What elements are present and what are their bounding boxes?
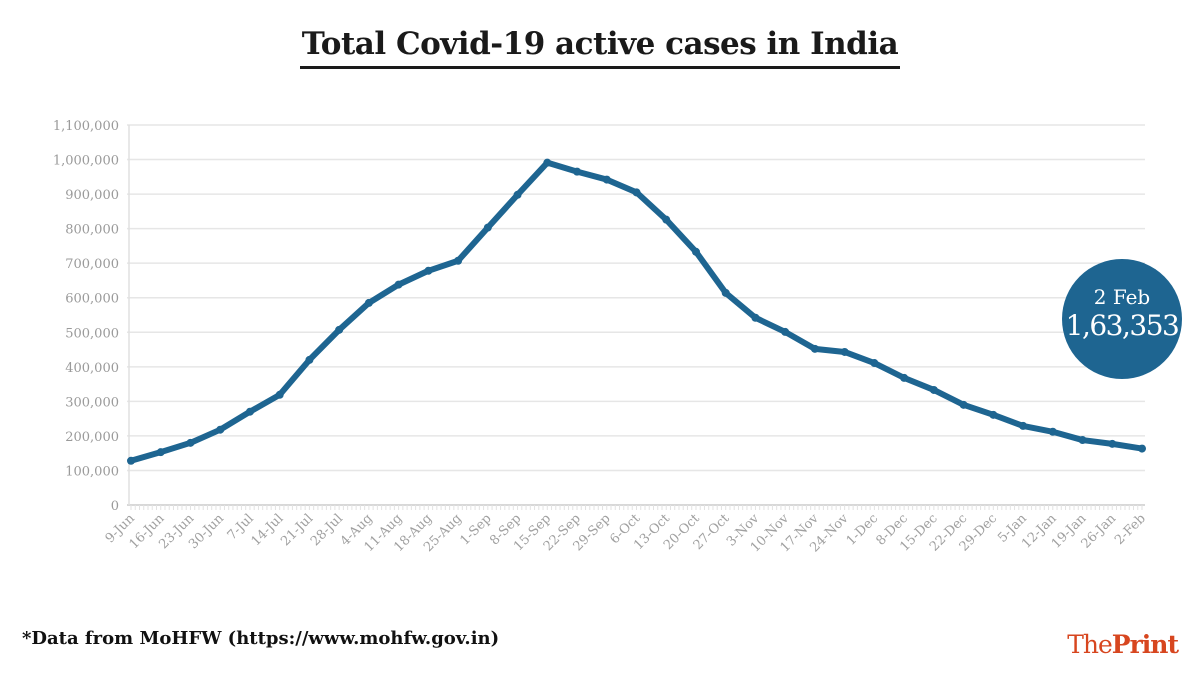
data-point — [810, 344, 819, 353]
y-tick-label: 100,000 — [65, 464, 119, 479]
data-point — [364, 298, 373, 307]
callout-value: 1,63,353 — [1065, 309, 1180, 342]
x-tick-label: 2-Feb — [1112, 511, 1149, 548]
data-point — [1078, 436, 1087, 445]
data-point — [989, 410, 998, 419]
data-point — [959, 400, 968, 409]
data-point — [632, 188, 641, 197]
data-point — [781, 327, 790, 336]
data-point — [929, 385, 938, 394]
data-point — [662, 215, 671, 224]
theprint-logo: ThePrint — [1067, 630, 1179, 659]
data-point — [394, 280, 403, 289]
y-tick-label: 900,000 — [65, 188, 119, 203]
y-tick-label: 1,000,000 — [53, 154, 119, 169]
data-point — [1019, 421, 1028, 430]
data-point — [245, 407, 254, 416]
data-point — [424, 266, 433, 275]
y-tick-label: 700,000 — [65, 257, 119, 272]
data-point — [751, 313, 760, 322]
data-point — [156, 448, 165, 457]
data-point — [840, 347, 849, 356]
x-tick-label: 1-Sep — [457, 511, 494, 548]
data-point — [127, 456, 135, 465]
x-tick-label: 14-Jul — [249, 511, 287, 549]
source-footnote: *Data from MoHFW (https://www.mohfw.gov.… — [22, 628, 500, 649]
data-point — [275, 390, 284, 399]
data-point — [870, 359, 879, 368]
data-point — [335, 325, 344, 334]
y-tick-label: 1,100,000 — [53, 119, 119, 134]
data-point — [216, 425, 225, 434]
y-tick-label: 800,000 — [65, 223, 119, 238]
x-tick-label: 26-Jan — [1079, 511, 1120, 552]
y-tick-label: 500,000 — [65, 326, 119, 341]
data-point — [305, 355, 314, 364]
latest-value-callout: 2 Feb 1,63,353 — [1062, 259, 1182, 379]
data-point — [454, 256, 463, 265]
y-tick-label: 300,000 — [65, 395, 119, 410]
y-tick-label: 600,000 — [65, 292, 119, 307]
data-point — [483, 223, 492, 232]
data-point — [900, 373, 909, 382]
data-point — [1138, 444, 1146, 453]
callout-date: 2 Feb — [1093, 285, 1151, 309]
data-point — [721, 288, 730, 297]
y-tick-label: 400,000 — [65, 361, 119, 376]
chart-title-text: Total Covid-19 active cases in India — [299, 26, 901, 69]
data-point — [543, 158, 552, 167]
data-point — [1048, 427, 1057, 436]
x-tick-label: 21-Jul — [278, 511, 316, 549]
data-point — [691, 247, 700, 256]
data-point — [573, 167, 582, 176]
data-point — [513, 190, 522, 199]
chart-title: Total Covid-19 active cases in India — [0, 26, 1200, 69]
y-tick-label: 0 — [111, 499, 119, 514]
data-point — [602, 175, 611, 184]
data-point — [186, 438, 195, 447]
data-point — [1108, 439, 1117, 448]
x-tick-label: 1-Dec — [844, 511, 882, 549]
y-tick-label: 200,000 — [65, 430, 119, 445]
x-tick-label: 28-Jul — [308, 511, 346, 549]
